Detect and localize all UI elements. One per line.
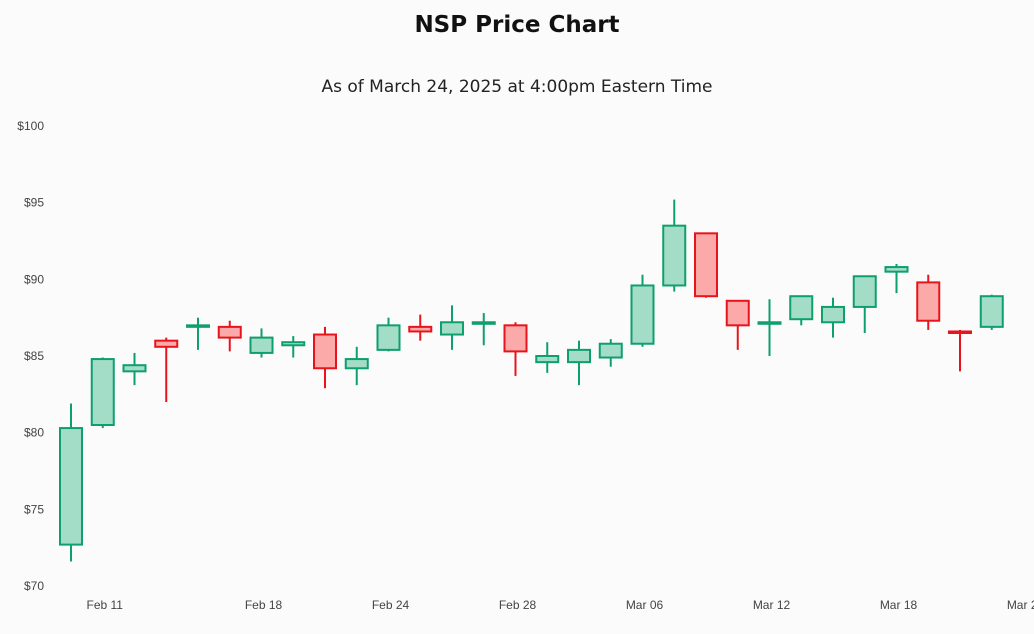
candle-body xyxy=(789,295,814,321)
candle-body xyxy=(281,341,306,347)
candle-body xyxy=(313,333,337,370)
candle-body xyxy=(662,224,687,287)
candle-body xyxy=(821,305,845,324)
candle-body xyxy=(122,364,147,373)
candle-up xyxy=(598,339,623,367)
x-tick-label: Feb 24 xyxy=(372,598,410,612)
candle-down xyxy=(408,314,433,341)
candle-body xyxy=(948,330,972,335)
y-tick-label: $85 xyxy=(24,349,44,363)
x-tick-label: Mar 24 xyxy=(1007,598,1034,612)
candle-body xyxy=(694,232,718,298)
candle-down xyxy=(503,322,528,376)
candles-layer xyxy=(59,199,1004,562)
x-tick-label: Feb 28 xyxy=(499,598,537,612)
y-tick-label: $100 xyxy=(17,119,44,133)
candle-up xyxy=(979,294,1004,330)
candle-body xyxy=(471,321,496,325)
candle-up xyxy=(567,340,591,386)
candle-body xyxy=(630,284,655,345)
candle-body xyxy=(59,427,83,546)
candle-body xyxy=(154,339,179,348)
candle-up xyxy=(344,346,369,386)
candle-up xyxy=(440,305,464,350)
x-tick-label: Mar 12 xyxy=(753,598,791,612)
candle-body xyxy=(852,275,877,308)
candle-up xyxy=(471,313,496,346)
candle-body xyxy=(90,358,115,427)
candle-down xyxy=(154,337,179,402)
candle-body xyxy=(916,281,941,322)
x-tick-label: Feb 18 xyxy=(245,598,283,612)
candle-body xyxy=(503,324,528,353)
candle-up xyxy=(757,299,782,356)
candle-body xyxy=(408,325,433,333)
candle-up xyxy=(249,328,274,358)
candle-down xyxy=(948,329,972,372)
candle-down xyxy=(313,326,337,389)
y-tick-label: $70 xyxy=(24,579,44,593)
x-axis: Feb 11 Feb 18 Feb 24 Feb 28 Mar 06 Mar 12 Mar … xyxy=(87,598,1034,612)
candle-down xyxy=(916,274,941,330)
candle-body xyxy=(979,295,1004,328)
candle-up xyxy=(90,357,115,429)
candle-body xyxy=(598,342,623,359)
candle-body xyxy=(535,355,560,364)
x-tick-label: Feb 11 xyxy=(87,598,124,612)
candle-up xyxy=(630,274,655,347)
candle-body xyxy=(344,358,369,370)
candle-up xyxy=(281,336,306,358)
candle-down xyxy=(217,320,242,352)
y-tick-label: $90 xyxy=(24,272,44,286)
chart-title: NSP Price Chart xyxy=(414,12,620,38)
y-tick-label: $75 xyxy=(24,502,44,516)
y-tick-label: $95 xyxy=(24,196,44,210)
candle-body xyxy=(249,336,274,354)
candle-body xyxy=(440,321,464,336)
y-tick-label: $80 xyxy=(24,426,44,440)
x-tick-label: Mar 06 xyxy=(626,598,664,612)
candle-body xyxy=(186,324,210,328)
candle-body xyxy=(725,299,750,327)
x-tick-label: Mar 18 xyxy=(880,598,918,612)
candle-body xyxy=(376,324,401,351)
candle-up xyxy=(535,342,560,373)
candle-up xyxy=(662,199,687,292)
candle-down xyxy=(694,232,718,298)
candle-down xyxy=(725,299,750,350)
candle-up xyxy=(821,297,845,338)
candle-up xyxy=(122,352,147,386)
candle-up xyxy=(59,403,83,562)
candle-up xyxy=(376,317,401,352)
candle-body xyxy=(757,321,782,325)
candle-up xyxy=(789,295,814,326)
y-axis: $100 $95 $90 $85 $80 $75 $70 xyxy=(17,119,44,593)
candle-body xyxy=(217,325,242,339)
candle-body xyxy=(884,266,909,273)
chart-subtitle: As of March 24, 2025 at 4:00pm Eastern T… xyxy=(321,77,713,97)
candle-up xyxy=(884,264,909,294)
candle-up xyxy=(186,317,210,350)
candle-up xyxy=(852,275,877,333)
candle-body xyxy=(567,348,591,364)
